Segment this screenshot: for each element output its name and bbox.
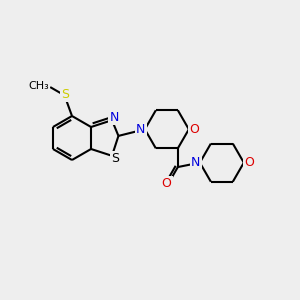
Text: CH₃: CH₃	[28, 81, 49, 91]
Text: O: O	[244, 156, 254, 169]
Text: N: N	[191, 156, 200, 169]
Text: S: S	[61, 88, 70, 101]
Text: S: S	[111, 152, 119, 165]
Text: O: O	[189, 123, 199, 136]
Text: N: N	[109, 111, 119, 124]
Text: O: O	[162, 177, 172, 190]
Text: N: N	[136, 123, 146, 136]
